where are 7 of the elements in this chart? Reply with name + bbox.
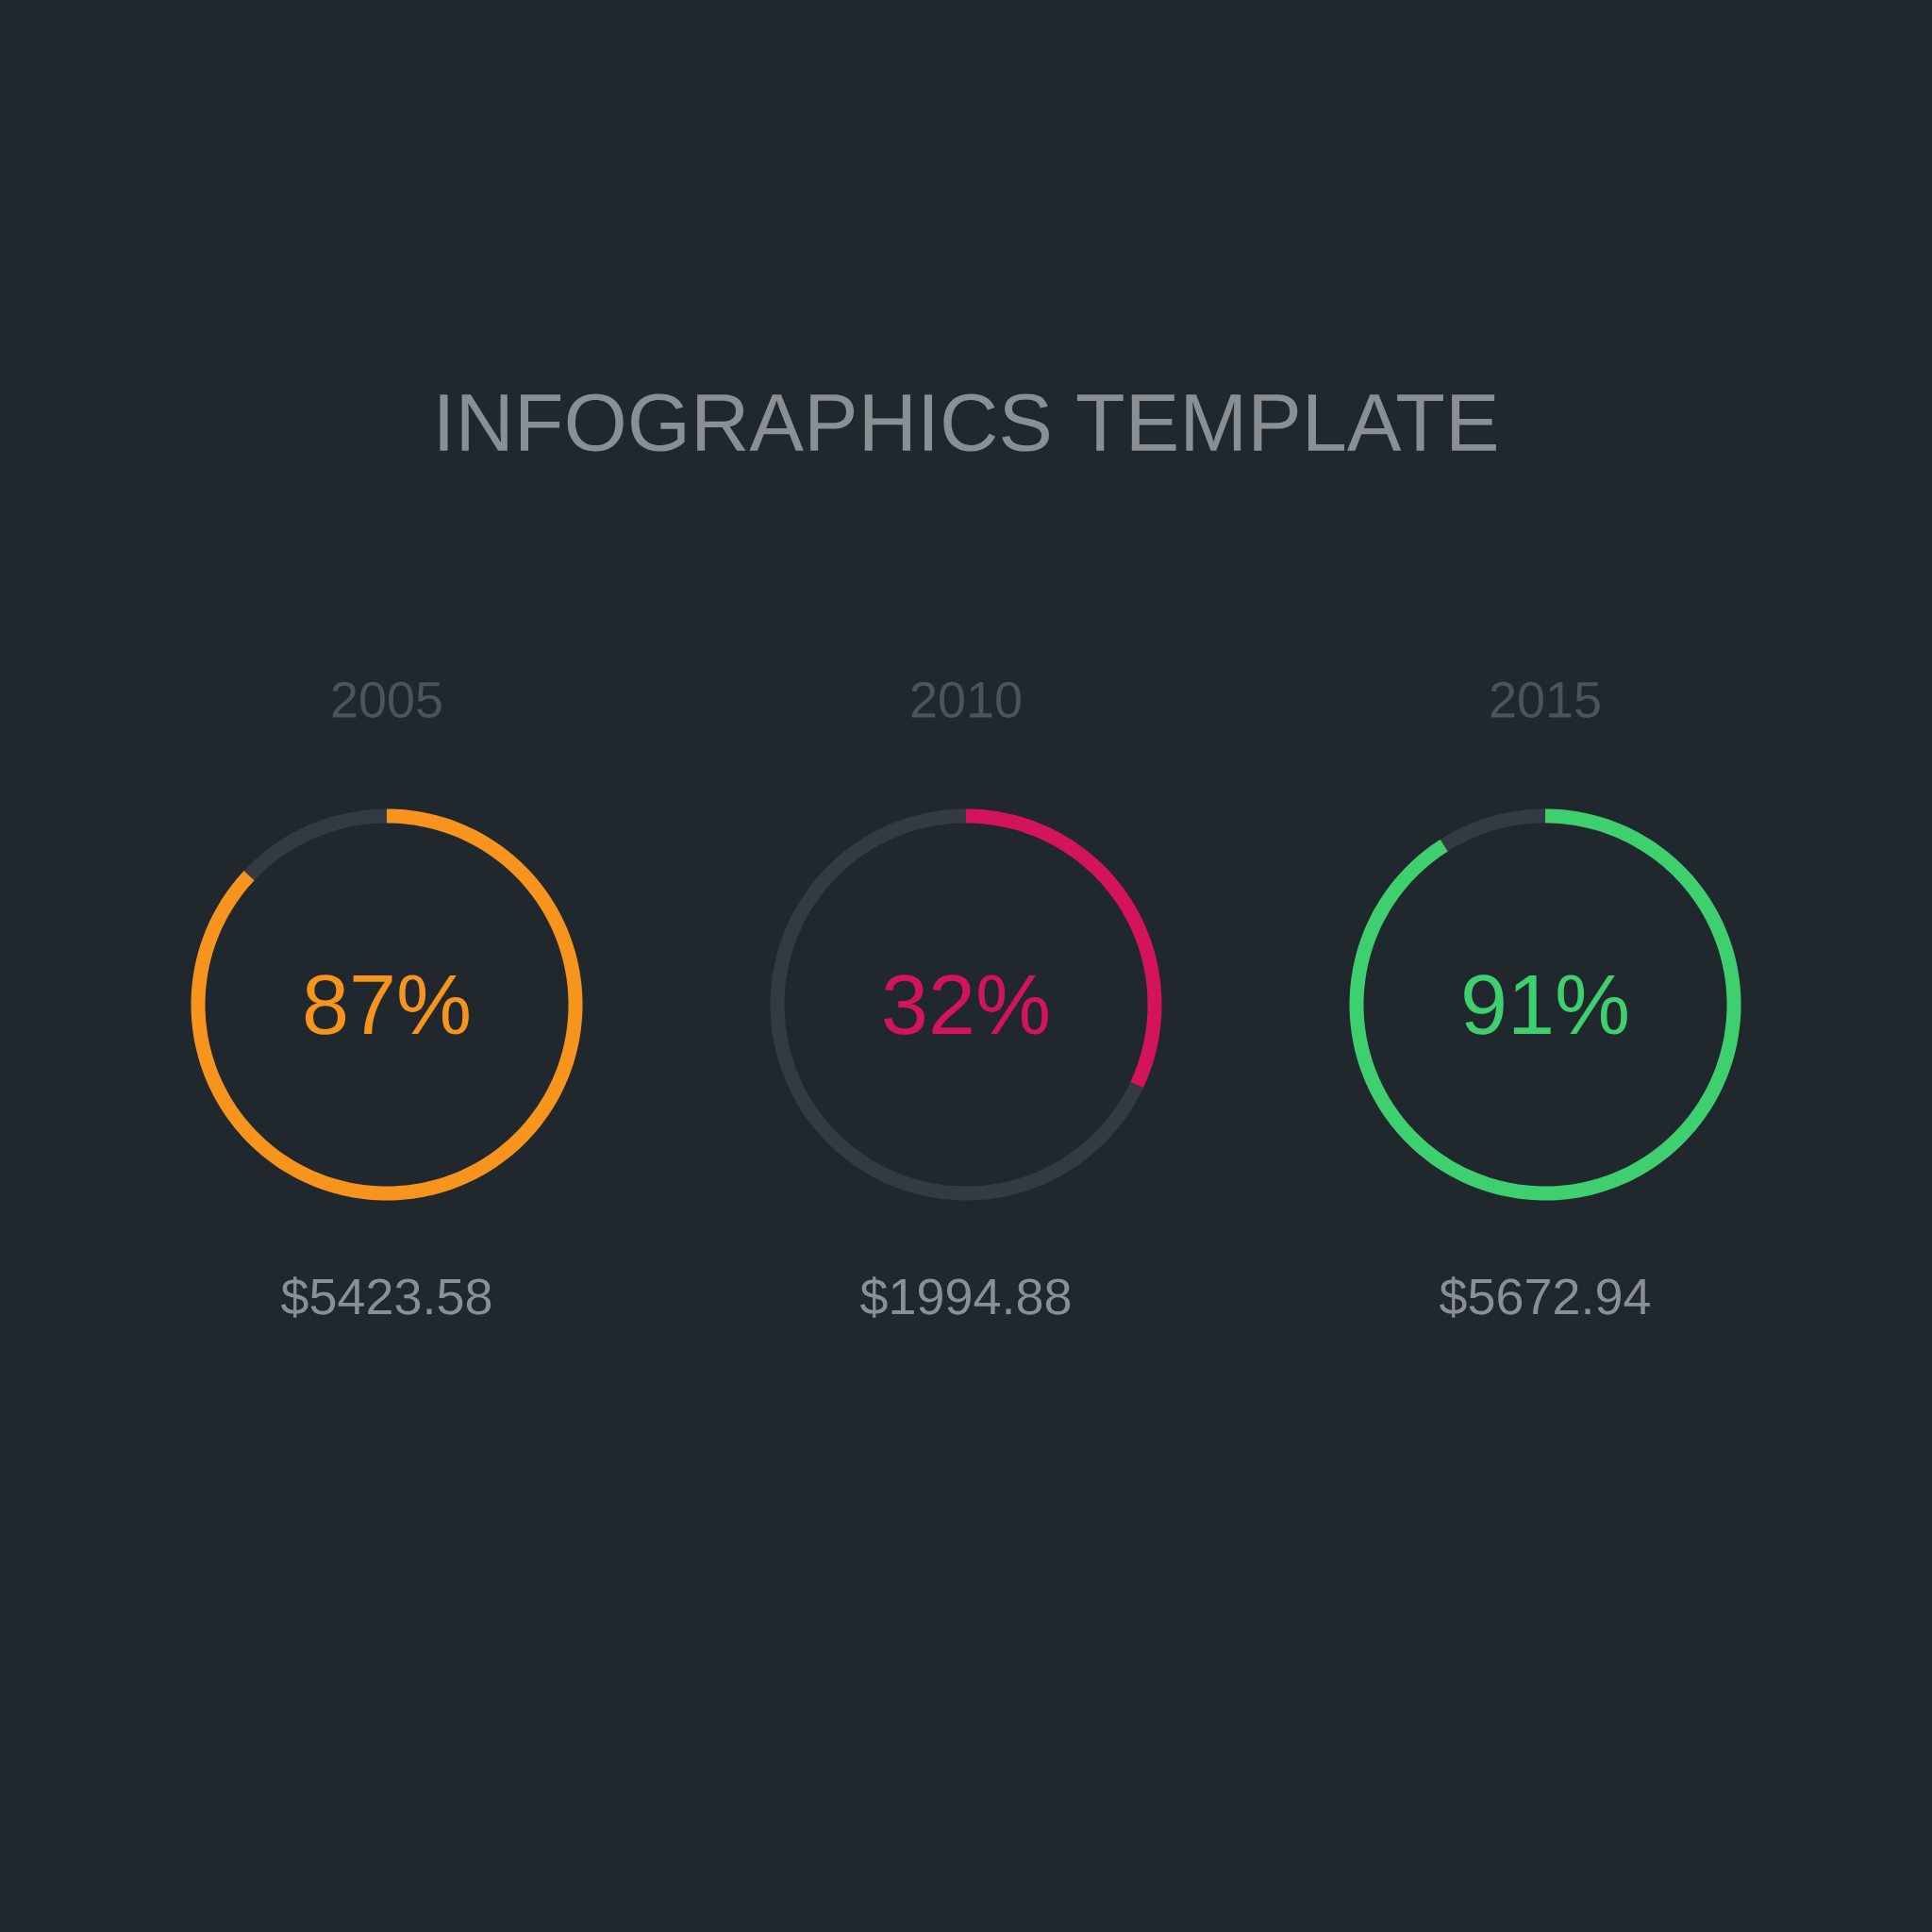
text: INFOGRAPHICS TEMPLATE bbox=[440, 393, 1496, 452]
text: $5672.94 bbox=[1440, 1276, 1650, 1318]
data-label: 32% bbox=[884, 974, 1048, 1035]
data-label: 91% bbox=[1464, 974, 1627, 1035]
text: $1994.88 bbox=[860, 1276, 1071, 1318]
text: $5423.58 bbox=[280, 1276, 491, 1318]
data-label: 87% bbox=[305, 974, 469, 1035]
